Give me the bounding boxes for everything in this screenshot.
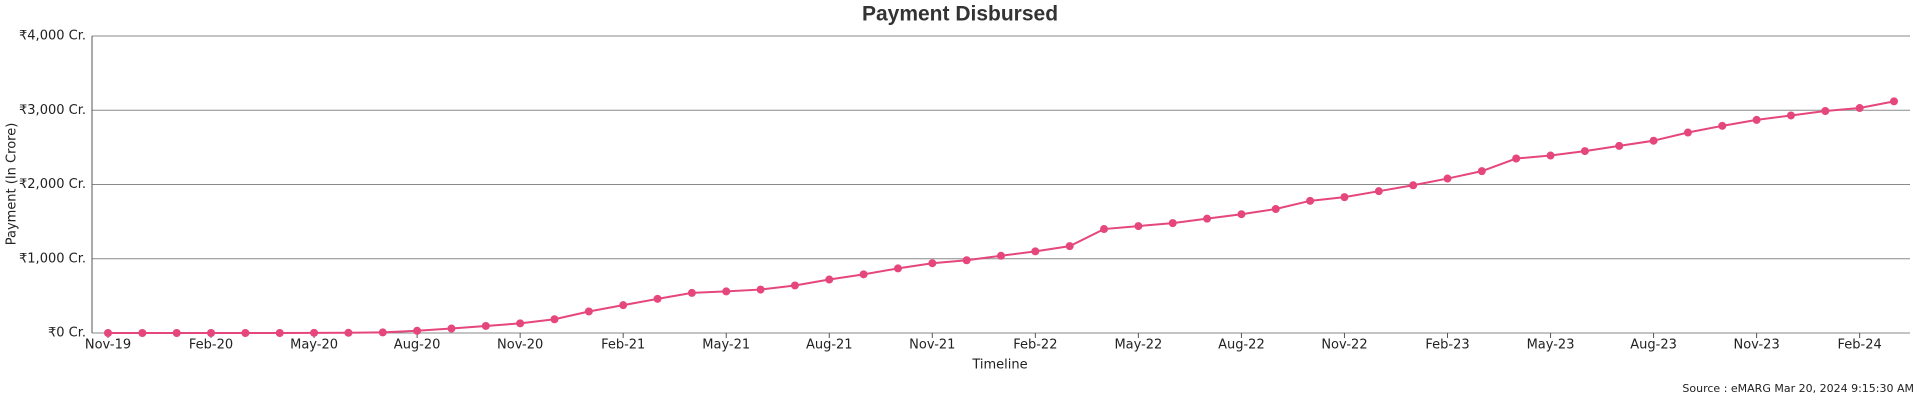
data-point	[790, 281, 799, 290]
data-point	[138, 329, 147, 337]
data-point	[756, 285, 765, 294]
data-point	[1683, 128, 1692, 137]
data-point	[722, 287, 731, 296]
data-point	[172, 329, 181, 337]
x-tick-label: May-20	[290, 338, 338, 353]
data-point	[1134, 222, 1143, 231]
data-point	[997, 251, 1005, 260]
data-point	[275, 329, 284, 337]
data-point	[1649, 136, 1658, 145]
data-point	[1580, 147, 1589, 156]
data-point	[207, 329, 216, 337]
y-axis-label: Payment (In Crore)	[5, 123, 20, 246]
x-tick-label: Aug-22	[1218, 338, 1265, 353]
source-note: Source : eMARG Mar 20, 2024 9:15:30 AM	[1682, 382, 1914, 395]
data-point	[1203, 214, 1212, 223]
y-tick-label: ₹3,000 Cr.	[19, 103, 86, 118]
data-point	[1409, 181, 1418, 190]
data-point	[1786, 111, 1795, 120]
data-point	[1065, 242, 1074, 251]
y-tick-label: ₹4,000 Cr.	[19, 29, 86, 44]
x-tick-label: Feb-20	[189, 338, 233, 353]
y-tick-label: ₹0 Cr.	[48, 326, 86, 341]
data-point	[378, 328, 387, 337]
data-point	[962, 256, 971, 265]
data-point	[1168, 219, 1177, 228]
data-point	[1752, 115, 1761, 124]
x-tick-label: Aug-21	[806, 338, 853, 353]
x-tick-label: Nov-23	[1733, 338, 1779, 353]
data-point	[104, 329, 112, 337]
data-point	[1821, 106, 1830, 115]
data-point	[1306, 196, 1315, 205]
x-tick-label: May-22	[1114, 338, 1162, 353]
data-point	[413, 326, 422, 335]
x-tick-label: Feb-22	[1013, 338, 1057, 353]
data-point	[1855, 104, 1864, 113]
data-point	[1237, 210, 1246, 219]
y-tick-label: ₹2,000 Cr.	[19, 177, 86, 192]
x-tick-label: May-23	[1527, 338, 1575, 353]
data-point	[516, 319, 525, 328]
data-point	[481, 321, 490, 330]
data-point	[687, 288, 696, 297]
x-tick-label: Aug-20	[394, 338, 441, 353]
data-point	[893, 264, 902, 273]
data-point	[1546, 151, 1555, 160]
data-point	[1374, 187, 1383, 196]
data-point	[1443, 174, 1452, 183]
data-point	[1512, 154, 1521, 163]
data-point	[1271, 205, 1280, 214]
data-point	[1477, 167, 1486, 176]
x-tick-label: Aug-23	[1630, 338, 1677, 353]
data-point	[653, 294, 662, 303]
data-point	[928, 259, 937, 268]
series-line	[108, 100, 1895, 334]
data-point	[1100, 225, 1109, 234]
x-tick-label: Feb-21	[601, 338, 645, 353]
x-tick-label: May-21	[702, 338, 750, 353]
x-tick-label: Feb-24	[1838, 338, 1882, 353]
data-point	[344, 328, 353, 337]
data-point	[1890, 97, 1898, 106]
x-tick-label: Nov-21	[909, 338, 955, 353]
data-point	[447, 324, 456, 333]
data-point	[1615, 141, 1624, 150]
x-tick-label: Nov-19	[85, 338, 131, 353]
data-point	[1718, 121, 1727, 130]
data-point	[241, 329, 250, 337]
x-axis-label: Timeline	[971, 358, 1027, 373]
data-point	[1031, 247, 1040, 256]
y-tick-label: ₹1,000 Cr.	[19, 251, 86, 266]
data-point	[825, 275, 834, 284]
data-point	[859, 270, 868, 279]
data-point	[619, 301, 628, 310]
x-tick-label: Feb-23	[1425, 338, 1469, 353]
data-point	[584, 307, 593, 316]
data-point	[310, 328, 319, 337]
data-point	[550, 315, 559, 324]
x-tick-label: Nov-22	[1321, 338, 1367, 353]
x-tick-label: Nov-20	[497, 338, 543, 353]
data-point	[1340, 193, 1349, 202]
chart-title: Payment Disbursed	[862, 3, 1058, 26]
